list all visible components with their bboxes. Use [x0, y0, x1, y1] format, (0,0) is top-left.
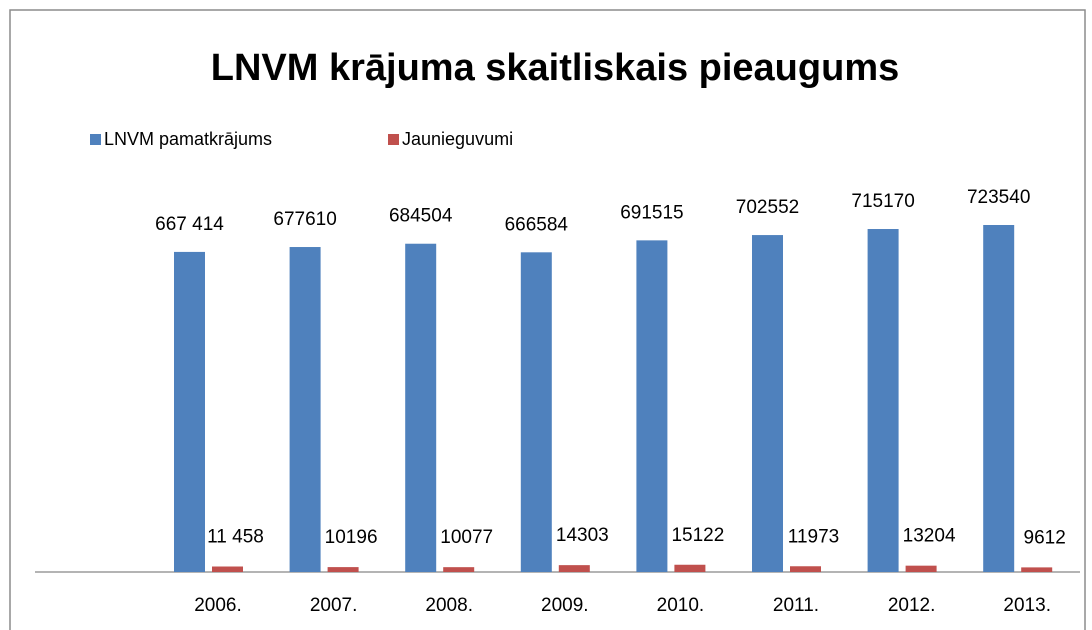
- legend-label: Jaunieguvumi: [402, 129, 513, 149]
- data-label: 15122: [671, 525, 724, 546]
- x-tick-label: 2008.: [425, 595, 473, 616]
- x-tick-label: 2009.: [541, 595, 589, 616]
- data-label: 702552: [736, 197, 799, 218]
- data-label: 715170: [851, 191, 914, 212]
- data-label: 11973: [788, 526, 839, 547]
- bar: [636, 240, 668, 572]
- x-tick-label: 2013.: [1003, 595, 1051, 616]
- data-label: 11 458: [207, 527, 264, 548]
- data-label: 10077: [440, 527, 493, 548]
- data-label: 684504: [389, 206, 453, 227]
- chart-title: LNVM krājuma skaitliskais pieaugums: [211, 47, 900, 89]
- bar: [983, 225, 1015, 572]
- bar: [327, 567, 359, 572]
- bar: [558, 565, 590, 572]
- x-tick-label: 2006.: [194, 595, 242, 616]
- bar: [174, 251, 205, 572]
- bar: [674, 564, 706, 572]
- bar: [520, 252, 552, 573]
- bar: [1021, 567, 1053, 572]
- bar: [212, 566, 243, 572]
- data-label: 9612: [1024, 527, 1066, 548]
- x-tick-label: 2007.: [310, 595, 358, 616]
- data-label: 10196: [325, 527, 378, 548]
- legend-swatch: [388, 134, 399, 145]
- legend-swatch: [90, 134, 101, 145]
- data-label: 14303: [556, 525, 609, 546]
- data-label: 13204: [903, 526, 956, 547]
- bar: [405, 243, 437, 572]
- bar: [790, 566, 821, 572]
- data-label: 677610: [273, 209, 336, 230]
- data-label: 667 414: [155, 214, 224, 235]
- bar: [867, 229, 899, 572]
- data-label: 691515: [620, 202, 683, 223]
- bar: [905, 565, 937, 572]
- x-tick-label: 2012.: [888, 595, 936, 616]
- legend-label: LNVM pamatkrājums: [104, 129, 272, 149]
- data-label: 723540: [967, 187, 1030, 208]
- x-tick-label: 2011.: [773, 595, 819, 616]
- bar: [289, 247, 321, 572]
- x-tick-label: 2010.: [657, 595, 705, 616]
- bar: [443, 567, 475, 572]
- bar: [752, 235, 783, 573]
- data-label: 666584: [505, 214, 569, 235]
